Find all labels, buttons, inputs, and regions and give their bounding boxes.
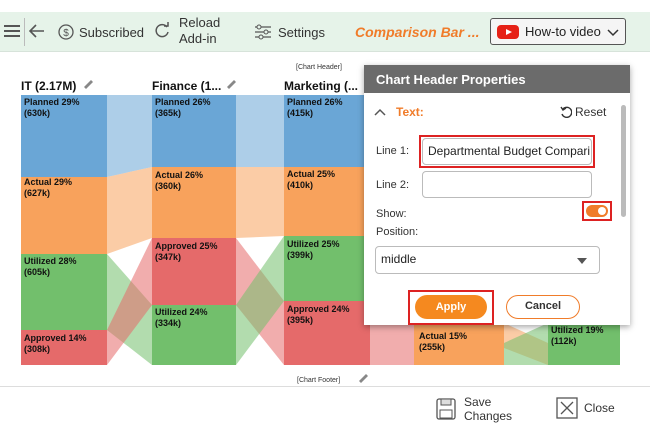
save-label-line1: Save — [464, 395, 492, 409]
flow-actual — [107, 167, 152, 254]
segment-label: Planned 26% (365k) — [155, 97, 211, 118]
segment-label: Actual 29% (627k) — [24, 177, 73, 198]
text-section-label: Text: — [396, 105, 424, 119]
chevron-down-icon — [607, 29, 619, 37]
edit-pencil-icon[interactable] — [357, 371, 369, 383]
panel-title: Chart Header Properties — [364, 65, 630, 93]
add-in-title: Comparison Bar ... — [355, 24, 480, 40]
toolbar-divider — [24, 18, 25, 46]
reset-label: Reset — [575, 105, 607, 119]
bar-segment-finance-utilized[interactable] — [152, 305, 236, 365]
line2-input[interactable] — [422, 171, 592, 198]
reset-button[interactable]: Reset — [560, 105, 606, 119]
cancel-button[interactable]: Cancel — [506, 295, 580, 319]
segment-label: Approved 25% (347k) — [155, 241, 218, 262]
flow-planned — [107, 95, 152, 177]
segment-label: Actual 25% (410k) — [287, 169, 336, 190]
segment-label: Actual 15% (255k) — [419, 331, 468, 352]
show-toggle-highlight — [582, 201, 612, 221]
line1-label: Line 1: — [376, 145, 410, 157]
column-title-marketing[interactable]: Marketing (... — [284, 79, 359, 93]
subscribed-button[interactable]: $ Subscribed — [58, 24, 144, 40]
flow-utilized-2 — [236, 236, 284, 365]
panel-scrollbar[interactable] — [621, 105, 626, 217]
settings-label: Settings — [278, 24, 325, 40]
show-toggle[interactable] — [586, 205, 608, 217]
show-label: Show: — [376, 208, 407, 220]
howto-label: How-to video — [525, 24, 601, 39]
chart-footer-placeholder[interactable]: [Chart Footer] — [297, 377, 341, 384]
segment-label: Utilized 24% (334k) — [155, 307, 208, 328]
chart-header-properties-panel: Chart Header Properties Text: Reset Line… — [364, 65, 630, 325]
segment-label: Utilized 25% (399k) — [287, 239, 340, 260]
flow-approved-a — [107, 238, 152, 365]
column-title-finance[interactable]: Finance (1... — [152, 79, 222, 93]
close-button[interactable]: Close — [556, 397, 615, 419]
bar-segment-it-utilized[interactable] — [21, 254, 107, 330]
flow-utilized-4 — [504, 323, 548, 365]
svg-text:$: $ — [63, 28, 69, 39]
close-icon — [556, 397, 578, 419]
subscribed-label: Subscribed — [79, 24, 145, 40]
edit-pencil-icon[interactable] — [82, 77, 94, 89]
toolbar: $ Subscribed Reload Add-in Settings Comp… — [0, 12, 650, 52]
toggle-knob — [598, 207, 606, 215]
bar-segment-marketing-planned[interactable] — [284, 95, 370, 167]
segment-label: Utilized 28% (605k) — [24, 256, 77, 277]
segment-label: Planned 29% (630k) — [24, 97, 80, 118]
bar-segment-col4-actual[interactable] — [414, 323, 504, 365]
position-value: middle — [381, 252, 417, 266]
caret-down-icon — [577, 258, 587, 264]
segment-label: Actual 26% (360k) — [155, 170, 204, 191]
bar-segment-marketing-approved[interactable] — [284, 301, 370, 365]
bar-segment-marketing-utilized[interactable] — [284, 236, 370, 301]
apply-highlight — [408, 290, 494, 325]
position-label: Position: — [376, 226, 419, 238]
save-changes-button[interactable]: Save Changes — [436, 395, 512, 423]
chart-flows — [107, 95, 548, 365]
bar-segment-col5-utilized[interactable] — [548, 323, 620, 365]
back-arrow-icon[interactable] — [29, 24, 45, 38]
apply-button[interactable]: Apply — [415, 295, 487, 319]
edit-pencil-icon[interactable] — [225, 77, 237, 89]
flow-planned-2 — [236, 95, 284, 167]
segment-label: Approved 24% (395k) — [287, 304, 350, 325]
save-disk-icon — [436, 398, 456, 420]
save-label-line2: Changes — [464, 409, 513, 423]
text-section-toggle[interactable]: Text: — [374, 105, 424, 119]
bar-segment-it-actual[interactable] — [21, 177, 107, 254]
settings-button[interactable]: Settings — [254, 24, 325, 40]
segment-label: Utilized 19% (112k) — [551, 325, 604, 346]
howto-video-select[interactable]: How-to video — [490, 18, 626, 45]
line2-label: Line 2: — [376, 179, 410, 191]
bar-segment-marketing-actual[interactable] — [284, 167, 370, 236]
sliders-icon — [255, 24, 271, 40]
bar-segment-finance-actual[interactable] — [152, 167, 236, 238]
segment-label: Approved 14% (308k) — [24, 333, 87, 354]
line1-highlight — [419, 135, 595, 168]
reload-label-line2: Add-in — [179, 31, 217, 46]
column-title-it[interactable]: IT (2.17M) — [21, 79, 77, 93]
dollar-circle-icon: $ — [58, 24, 74, 40]
line1-input[interactable]: Departmental Budget Compari — [422, 138, 592, 165]
close-label: Close — [584, 401, 615, 415]
chart-header-placeholder[interactable]: [Chart Header] — [296, 64, 342, 71]
hamburger-menu-icon[interactable] — [4, 24, 20, 38]
reload-icon — [155, 22, 169, 38]
reset-icon — [560, 106, 572, 118]
chevron-up-icon — [374, 108, 386, 116]
bar-segment-it-planned[interactable] — [21, 95, 107, 177]
youtube-icon — [497, 24, 519, 39]
reload-addin-button[interactable]: Reload Add-in — [153, 15, 220, 47]
footer-bar: Save Changes Close — [0, 386, 650, 443]
reload-label-line1: Reload — [179, 15, 221, 30]
bar-segment-finance-approved[interactable] — [152, 238, 236, 305]
bar-segment-finance-planned[interactable] — [152, 95, 236, 167]
bar-segment-it-approved[interactable] — [21, 330, 107, 365]
segment-label: Planned 26% (415k) — [287, 97, 343, 118]
position-select[interactable]: middle — [375, 246, 600, 274]
flow-actual-2 — [236, 167, 284, 238]
